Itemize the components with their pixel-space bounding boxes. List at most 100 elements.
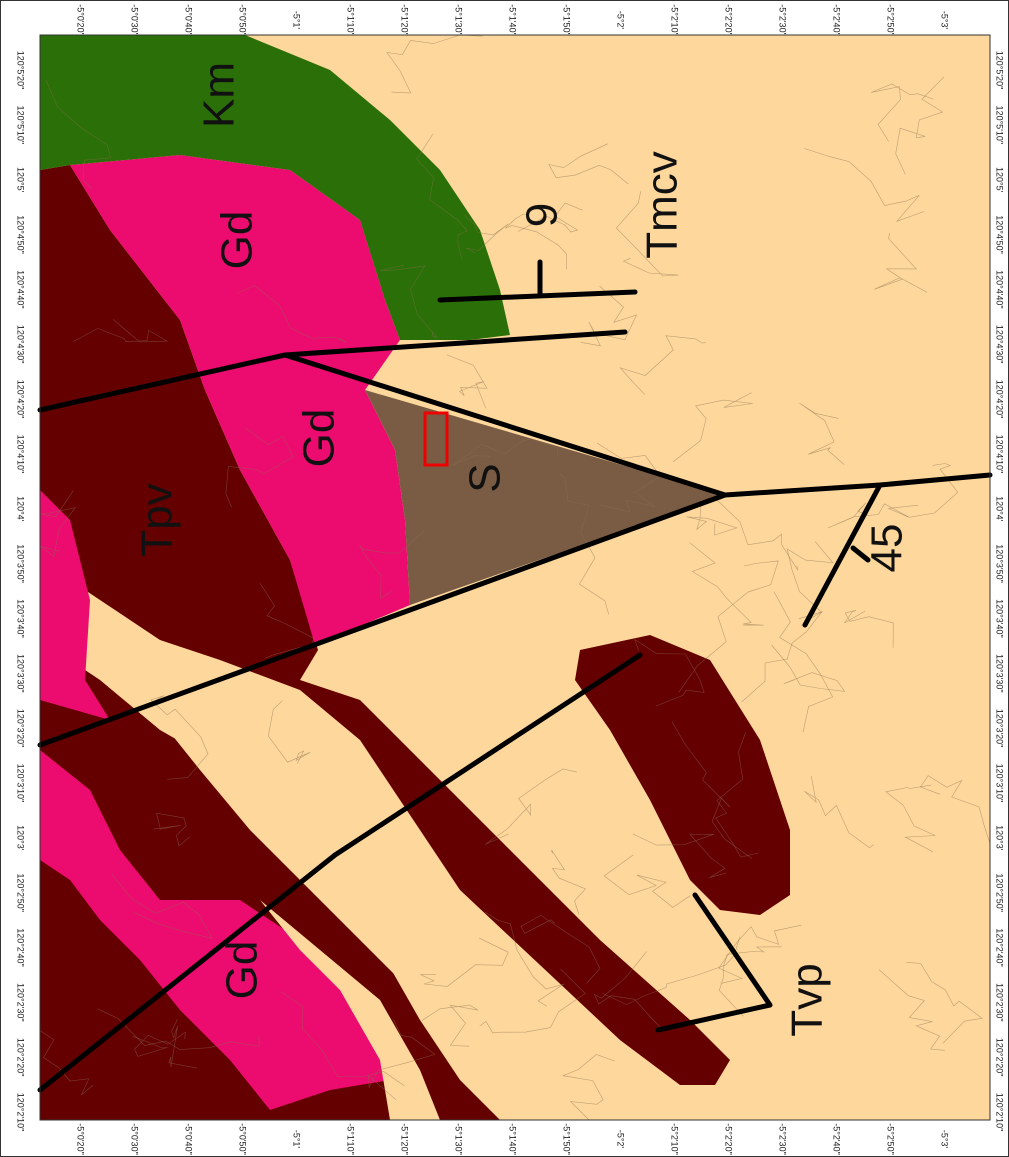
contour xyxy=(632,833,726,878)
map-border xyxy=(39,34,991,1121)
lat-label: -5°1'20" xyxy=(400,4,410,36)
unit-label: Tpv xyxy=(133,483,182,556)
lon-label: 120°4'40" xyxy=(995,270,1005,309)
lat-label: -5°3' xyxy=(940,1130,950,1149)
lon-label: 120°4'20" xyxy=(995,380,1005,419)
tvp-area xyxy=(575,635,790,915)
gd-area xyxy=(40,490,110,720)
contour xyxy=(686,491,738,536)
contour xyxy=(602,936,741,1005)
lon-label: 120°5'20" xyxy=(995,51,1005,90)
lat-label: -5°0'40" xyxy=(184,1123,194,1155)
contour xyxy=(168,1019,198,1069)
lat-label: -5°2'40" xyxy=(832,1123,842,1155)
tpv-area xyxy=(40,165,730,1085)
contour xyxy=(267,700,311,764)
lon-label: 120°4' xyxy=(16,496,26,522)
lat-label: -5°1'50" xyxy=(562,1123,572,1155)
gd-area xyxy=(70,155,410,645)
lon-label: 120°2'10" xyxy=(16,1093,26,1132)
lon-label: 120°4'20" xyxy=(16,380,26,419)
contour xyxy=(559,473,610,615)
contour xyxy=(715,732,759,858)
lon-label: 120°3'20" xyxy=(16,709,26,748)
contour xyxy=(111,873,213,939)
lon-label: 120°2'30" xyxy=(995,983,1005,1022)
contour xyxy=(718,946,782,1017)
coordinate-ticks: -5°0'20" -5°0'20" -5°0'30" -5°0'30" -5°0'40"… xyxy=(16,4,1005,1155)
lon-label: 120°3'40" xyxy=(995,599,1005,638)
lat-label: -5°0'30" xyxy=(130,1123,140,1155)
lon-label: 120°2'20" xyxy=(995,1038,1005,1077)
contour xyxy=(73,318,168,343)
map-layers xyxy=(40,35,990,1120)
lat-label: -5°1'10" xyxy=(346,4,356,36)
contour xyxy=(741,611,823,703)
lon-label: 120°4'50" xyxy=(995,215,1005,254)
lat-label: -5°0'40" xyxy=(184,4,194,36)
contour xyxy=(479,968,586,1034)
contour xyxy=(773,591,834,733)
lat-label: -5°3' xyxy=(940,11,950,30)
contact-line xyxy=(655,892,773,1033)
fault xyxy=(282,329,628,358)
lat-label: -5°2'30" xyxy=(778,4,788,36)
lon-label: 120°4'10" xyxy=(995,435,1005,474)
lat-label: -5°1'40" xyxy=(508,1123,518,1155)
dip-label: 9 xyxy=(518,203,567,227)
contour xyxy=(874,232,928,293)
contour xyxy=(380,264,438,339)
contour xyxy=(416,133,468,260)
contour xyxy=(225,428,294,508)
lat-label: -5°2'30" xyxy=(778,1123,788,1155)
lat-label: -5°1' xyxy=(292,1130,302,1149)
contour xyxy=(520,914,601,984)
contour xyxy=(634,638,705,707)
contour xyxy=(548,143,629,185)
unit-label: Gd xyxy=(218,941,267,1000)
contour xyxy=(593,951,665,1031)
lon-label: 120°3'10" xyxy=(995,764,1005,803)
lat-label: -5°0'20" xyxy=(76,4,86,36)
contour xyxy=(710,493,799,571)
unit-label: Tmcv xyxy=(638,151,687,259)
contour xyxy=(689,542,764,626)
lat-label: -5°1'50" xyxy=(562,4,572,36)
contour xyxy=(804,148,925,222)
unit-label: Gd xyxy=(213,211,262,270)
lon-label: 120°3'30" xyxy=(995,654,1005,693)
tmcv-area xyxy=(120,640,690,1120)
strike-line xyxy=(802,482,883,628)
dip-tick xyxy=(850,545,871,563)
contour xyxy=(871,83,934,142)
lon-label: 120°2'40" xyxy=(995,928,1005,967)
contour xyxy=(153,812,191,847)
sample-box xyxy=(423,411,449,467)
contour xyxy=(484,768,578,845)
contour xyxy=(678,560,779,693)
lat-label: -5°2'20" xyxy=(724,1123,734,1155)
contour xyxy=(39,490,77,558)
contour xyxy=(132,1031,186,1057)
contour xyxy=(561,1054,615,1121)
lon-label: 120°2'20" xyxy=(16,1038,26,1077)
contour xyxy=(97,1008,260,1050)
contour xyxy=(596,442,661,513)
lon-label: 120°5'10" xyxy=(995,106,1005,145)
contour xyxy=(885,784,936,853)
lon-label: 120°2'40" xyxy=(16,928,26,967)
lat-label: -5°2'10" xyxy=(670,4,680,36)
lon-label: 120°2'50" xyxy=(16,873,26,912)
contour xyxy=(551,849,587,915)
unit-labels: Km Gd Gd Gd Tpv S Tmcv Tvp 9 45 xyxy=(133,62,912,1037)
lon-label: 120°4'50" xyxy=(16,215,26,254)
lon-label: 120°3'20" xyxy=(995,709,1005,748)
contour xyxy=(671,721,753,859)
contour xyxy=(718,924,802,984)
unit-label: Tvp xyxy=(783,963,832,1036)
contour xyxy=(906,962,983,1044)
contour xyxy=(368,1019,436,1101)
lon-label: 120°2'10" xyxy=(995,1093,1005,1132)
lat-label: -5°2'10" xyxy=(670,1123,680,1155)
